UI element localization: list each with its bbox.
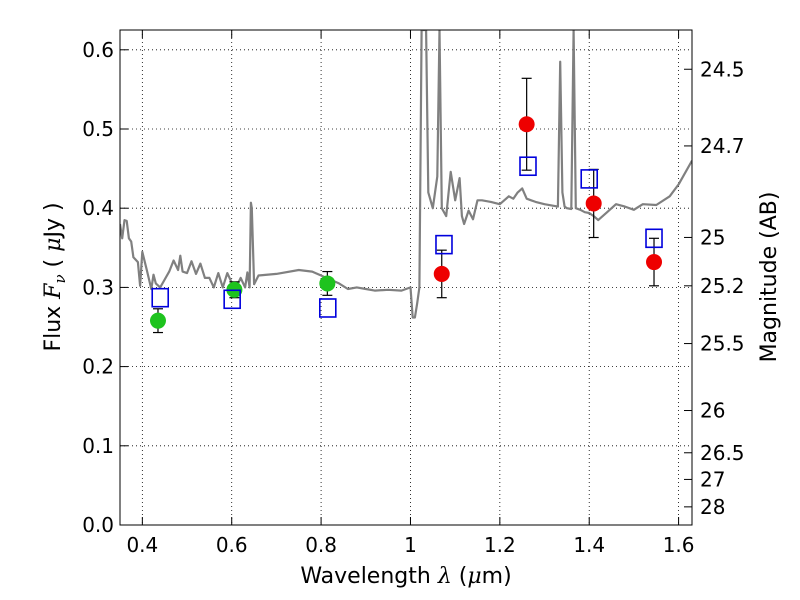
y-tick-label: 0.5	[82, 117, 114, 141]
x-tick-label: 1.2	[484, 533, 516, 557]
y2-axis-label: Magnitude (AB)	[757, 192, 782, 363]
y-tick-label: 0.0	[82, 513, 114, 537]
data-points-group	[149, 77, 663, 334]
y-tick-label: 0.6	[82, 38, 114, 62]
observed-point-red	[646, 254, 663, 271]
x-tick-label: 1.4	[573, 533, 605, 557]
y2-tick-label: 26.5	[700, 441, 745, 465]
y2-tick-label: 27	[700, 467, 725, 491]
model-point-square	[318, 298, 337, 318]
y2-tick-label: 25.2	[700, 274, 745, 298]
y2-tick-label: 24.7	[700, 134, 745, 158]
y-tick-label: 0.4	[82, 196, 114, 220]
x-tick-label: 0.4	[126, 533, 158, 557]
y2-tick-label: 25	[700, 225, 725, 249]
x-tick-label: 1.6	[663, 533, 695, 557]
y-tick-label: 0.2	[82, 355, 114, 379]
observed-point-green	[319, 275, 336, 292]
y2-tick-label: 28	[700, 495, 725, 519]
y2-tick-label: 25.5	[700, 332, 745, 356]
observed-point-green	[149, 312, 166, 329]
observed-point-red	[585, 195, 602, 212]
y2-tick-label: 24.5	[700, 57, 745, 81]
model-point-square	[435, 234, 453, 255]
model-point-square	[223, 289, 241, 310]
model-point-square	[580, 169, 599, 189]
y-axis-label: Flux Fν ( μJy )	[41, 202, 69, 351]
x-tick-label: 0.6	[216, 533, 248, 557]
y2-tick-label: 26	[700, 399, 725, 423]
plot-frame	[119, 29, 693, 526]
x-tick-label: 1	[404, 533, 417, 557]
model-spectrum-line	[120, 30, 692, 319]
x-tick-label: 0.8	[305, 533, 337, 557]
y-tick-label: 0.1	[82, 434, 114, 458]
model-spectrum-group	[120, 30, 692, 319]
model-point-square	[645, 228, 663, 249]
observed-point-red	[433, 265, 450, 282]
y-tick-label: 0.3	[82, 275, 114, 299]
observed-point-red	[518, 116, 535, 133]
axis-ticks: 0.4 0.6 0.8 1 1.2 1.4 1.6 0.0 0.1 0.2 0.3 0.4 0.5 0.6…	[82, 30, 745, 557]
model-point-square	[519, 156, 537, 177]
x-axis-label: Wavelength λ (μm)	[300, 564, 511, 589]
model-point-square	[151, 287, 170, 308]
